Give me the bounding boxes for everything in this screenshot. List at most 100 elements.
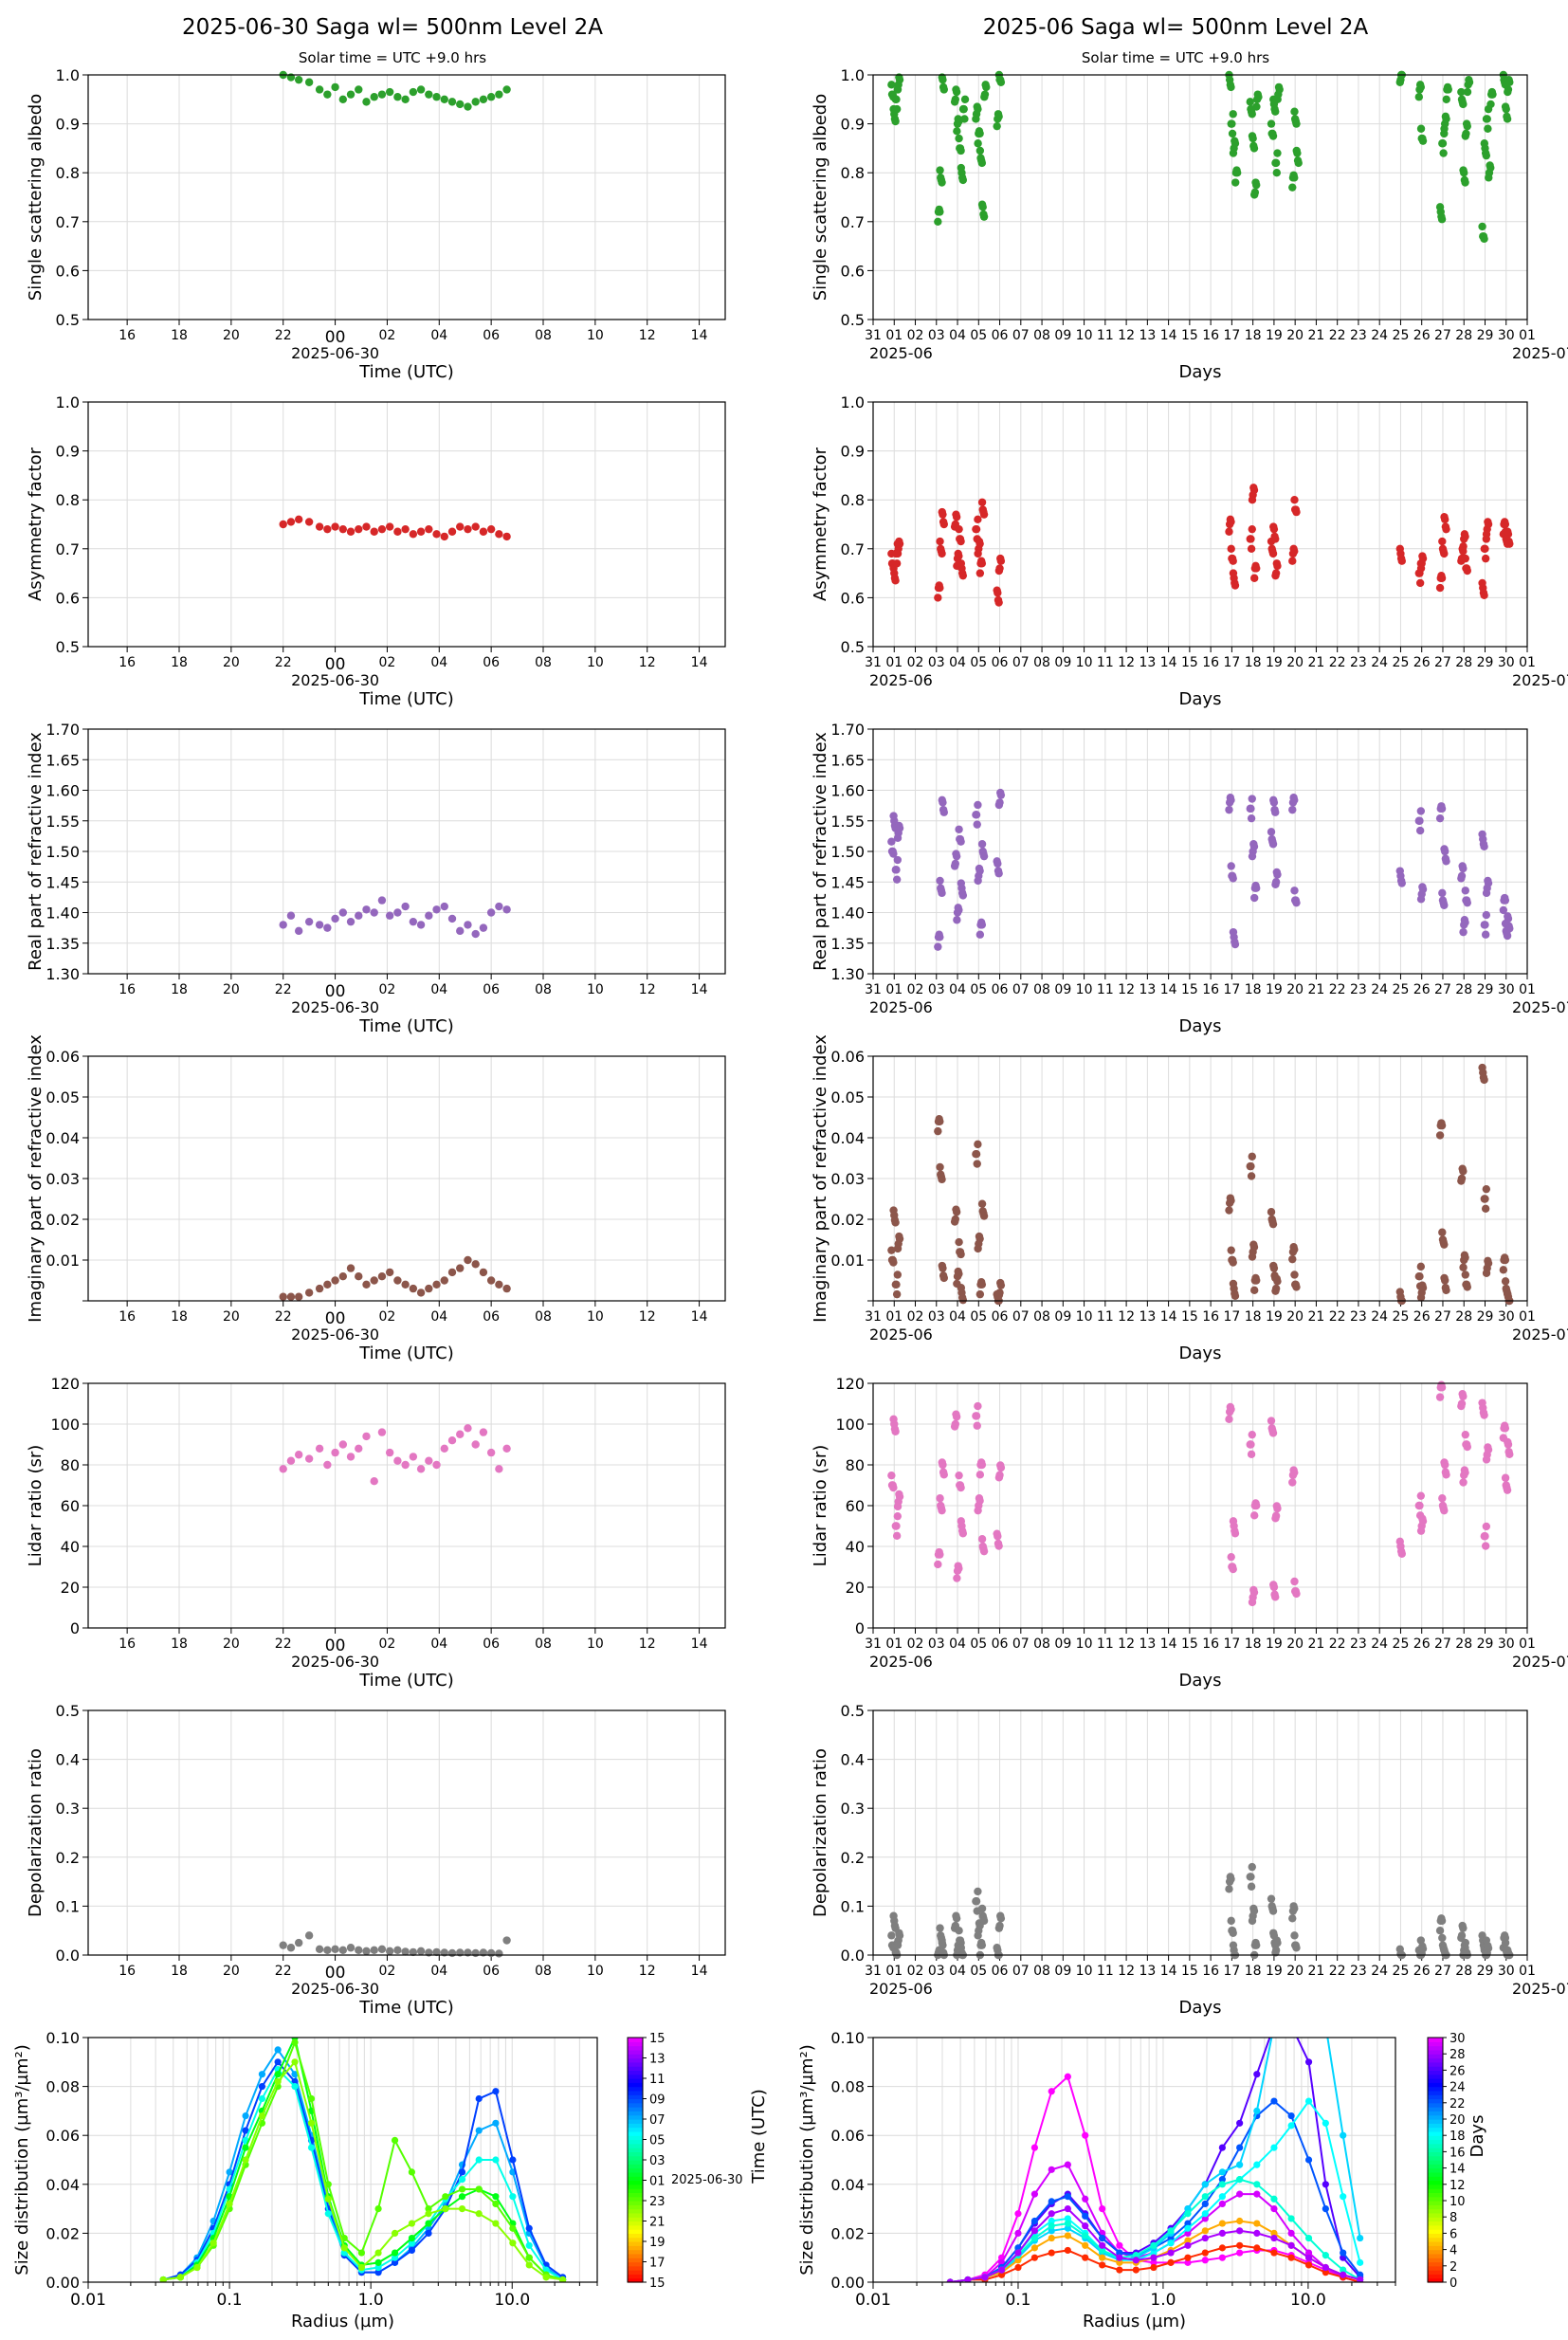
data-point <box>936 537 944 546</box>
data-point <box>1229 1517 1238 1526</box>
series-point <box>458 2193 466 2201</box>
y-tick-label: 0.02 <box>830 1211 865 1229</box>
data-point <box>1271 1514 1280 1523</box>
y-tick-label: 1.45 <box>830 873 865 891</box>
colorbar-segment <box>1428 2201 1443 2205</box>
data-point <box>1484 879 1493 887</box>
colorbar-segment <box>628 2045 643 2051</box>
x-tick-label: 03 <box>928 328 945 343</box>
x-tick-label: 18 <box>1245 1636 1262 1652</box>
series-group <box>159 2038 567 2282</box>
data-point <box>889 1483 898 1492</box>
data-point <box>355 1444 363 1453</box>
x-tick-label: 06 <box>992 1309 1009 1325</box>
data-point <box>495 902 503 911</box>
x-tick-label: 12 <box>639 1636 656 1652</box>
x-tick-label: 10.0 <box>494 2291 530 2310</box>
x-tick-label: 17 <box>1223 982 1240 997</box>
data-point <box>1484 1259 1493 1268</box>
data-point <box>1438 537 1447 546</box>
series-point <box>1288 2022 1295 2029</box>
colorbar-segment <box>628 2070 643 2075</box>
data-point <box>953 1574 961 1582</box>
data-point <box>1292 507 1301 517</box>
data-point <box>1461 554 1469 563</box>
x-tick-label: 12 <box>639 655 656 670</box>
y-tick-label: 1.35 <box>830 935 865 953</box>
colorbar-segment <box>1428 2070 1443 2075</box>
data-point <box>447 1268 457 1277</box>
x-tick-label: 27 <box>1434 982 1451 997</box>
x-date: 2025-06-30 <box>291 671 379 689</box>
data-point <box>1273 1938 1282 1947</box>
data-point <box>1501 896 1510 905</box>
series-point <box>1201 2257 1209 2264</box>
data-point <box>1250 574 1259 582</box>
data-point <box>936 1494 944 1503</box>
colorbar-segment <box>1428 2066 1443 2071</box>
data-point <box>938 1506 946 1515</box>
data-point <box>972 115 980 123</box>
y-tick-label: 0.9 <box>841 443 865 461</box>
data-point <box>1248 132 1257 140</box>
series-point <box>1236 2119 1244 2127</box>
series-point <box>1201 2234 1209 2242</box>
data-point <box>955 1237 963 1247</box>
x-axis-label: Days <box>1179 1671 1222 1691</box>
y-tick-label: 1.30 <box>46 965 80 983</box>
data-point <box>486 524 496 534</box>
data-point <box>377 90 387 99</box>
y-axis-label: Size distribution (µm³/µm²) <box>797 2044 817 2275</box>
data-point <box>1501 1473 1510 1482</box>
data-point <box>385 522 394 531</box>
data-point <box>1249 1243 1259 1252</box>
data-point <box>955 552 963 560</box>
data-point <box>355 524 363 534</box>
data-point <box>1247 1450 1256 1459</box>
data-point <box>955 1270 963 1278</box>
y-axis-label: Depolarization ratio <box>811 1748 830 1917</box>
data-point <box>286 911 296 920</box>
data-point <box>1225 527 1233 536</box>
x-date-start: 2025-06 <box>869 1980 933 1998</box>
data-point <box>891 576 900 585</box>
data-point <box>1247 814 1256 823</box>
data-point <box>1440 1273 1449 1283</box>
series-point <box>1340 2266 1347 2274</box>
series-point <box>1030 2190 1038 2198</box>
data-point <box>1461 918 1469 927</box>
data-point <box>957 1284 966 1292</box>
colorbar-segment <box>1428 2155 1443 2161</box>
y-tick-label: 0.3 <box>56 1800 80 1818</box>
data-point <box>994 1473 1004 1482</box>
series-point <box>291 2071 299 2078</box>
data-point <box>974 800 982 810</box>
colorbar-tick-label: 09 <box>649 2093 665 2108</box>
data-point <box>950 1217 959 1226</box>
x-tick-label: 01 <box>885 328 903 343</box>
series-point <box>1048 2227 1055 2235</box>
x-tick-label: 05 <box>970 982 987 997</box>
y-tick-label: 0.9 <box>56 116 80 134</box>
data-point <box>1249 842 1259 851</box>
data-point <box>1459 166 1468 174</box>
data-point <box>355 85 363 94</box>
y-tick-label: 1.0 <box>56 66 80 84</box>
y-tick-label: 0.6 <box>56 589 80 607</box>
data-point <box>1457 1401 1466 1411</box>
data-point <box>1246 1873 1254 1881</box>
series-point <box>1132 2252 1140 2259</box>
x-tick-label: 29 <box>1477 1636 1494 1652</box>
x-tick-label: 10 <box>1076 1636 1093 1652</box>
data-point <box>1229 1929 1237 1937</box>
colorbar-tick-label: 8 <box>1449 2211 1457 2225</box>
psd-day-panel: 0.01 0.1 1.0 10.0 0.00 0.02 0.04 0.06 0.08 0.10 Ra… <box>12 2029 598 2331</box>
data-point <box>479 923 488 932</box>
series-point <box>1014 2257 1022 2264</box>
x-tick-label: 04 <box>430 1964 447 1979</box>
y-tick-label: 0.5 <box>56 1702 80 1720</box>
colorbar-segment <box>1428 2045 1443 2051</box>
data-point <box>1395 544 1404 553</box>
x-tick-label: 06 <box>483 982 500 997</box>
